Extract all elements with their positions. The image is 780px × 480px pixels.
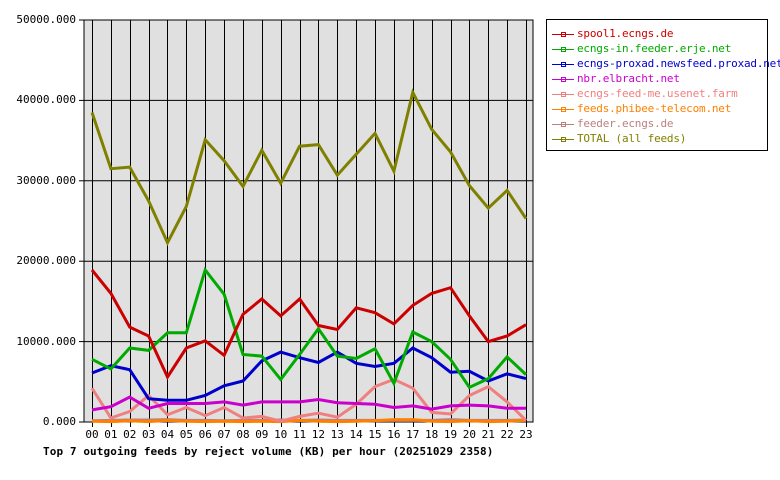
legend-label: ecngs-feed-me.usenet.farm	[577, 87, 738, 100]
x-tick-label: 12	[311, 428, 326, 441]
legend-line-marker-icon	[552, 104, 574, 114]
x-tick-label: 10	[274, 428, 288, 441]
legend: spool1.ecngs.de ecngs-in.feeder.erje.net e…	[546, 19, 780, 151]
x-tick-label: 21	[481, 428, 495, 441]
legend-label: feeder.ecngs.de	[577, 117, 674, 130]
legend-line-marker-icon	[552, 119, 574, 129]
legend-line-marker-icon	[552, 74, 574, 84]
legend-item: ecngs-in.feeder.erje.net	[552, 41, 767, 56]
y-tick-label: 30000.000	[16, 173, 76, 187]
x-tick-label: 09	[255, 428, 269, 441]
legend-item: ecngs-feed-me.usenet.farm	[552, 86, 767, 101]
x-tick-label: 06	[198, 428, 212, 441]
x-tick-label: 17	[406, 428, 420, 441]
x-tick-label: 23	[519, 428, 533, 441]
x-tick-label: 20	[462, 428, 477, 441]
legend-line-marker-icon	[552, 29, 574, 39]
legend-line-marker-icon	[552, 134, 574, 144]
x-tick-label: 05	[179, 428, 193, 441]
x-tick-label: 04	[160, 428, 175, 441]
legend-item: feeds.phibee-telecom.net	[552, 101, 767, 116]
x-tick-label: 22	[500, 428, 514, 441]
x-tick-label: 15	[368, 428, 382, 441]
legend-line-marker-icon	[552, 59, 574, 69]
legend-label: ecngs-in.feeder.erje.net	[577, 42, 732, 55]
series-line	[91, 418, 527, 424]
legend-line-marker-icon	[552, 89, 574, 99]
chart-title: Top 7 outgoing feeds by reject volume (K…	[43, 445, 494, 458]
legend-item: TOTAL (all feeds)	[552, 131, 767, 146]
y-tick-label: 40000.000	[16, 93, 76, 107]
legend-item: spool1.ecngs.de	[552, 26, 767, 41]
series-line	[90, 88, 528, 247]
x-tick-label: 00	[85, 428, 99, 441]
legend-label: TOTAL (all feeds)	[577, 132, 687, 145]
x-tick-label: 01	[104, 428, 118, 441]
x-tick-label: 08	[236, 428, 250, 441]
x-tick-label: 18	[425, 428, 439, 441]
x-tick-label: 14	[349, 428, 363, 441]
x-tick-label: 13	[330, 428, 344, 441]
series-line	[91, 266, 528, 390]
legend-label: feeds.phibee-telecom.net	[577, 102, 732, 115]
x-tick-label: 11	[292, 428, 307, 441]
legend-item: feeder.ecngs.de	[552, 116, 767, 131]
y-tick-label: 0.000	[42, 415, 76, 428]
x-tick-label: 02	[123, 428, 137, 441]
x-tick-label: 19	[443, 428, 458, 441]
legend-item: ecngs-proxad.newsfeed.proxad.net	[552, 56, 780, 71]
series-line	[91, 346, 527, 402]
legend-label: nbr.elbracht.net	[577, 72, 680, 85]
legend-label: ecngs-proxad.newsfeed.proxad.net	[577, 57, 780, 70]
legend-label: spool1.ecngs.de	[577, 27, 674, 40]
legend-line-marker-icon	[552, 44, 574, 54]
series-line	[90, 377, 528, 423]
series-lines	[90, 88, 528, 424]
x-tick-label: 07	[217, 428, 231, 441]
legend-item: nbr.elbracht.net	[552, 71, 767, 86]
y-tick-label: 10000.000	[16, 334, 76, 348]
plot-area	[83, 19, 534, 423]
x-tick-label: 03	[141, 428, 156, 441]
series-line	[91, 395, 526, 412]
series-line	[90, 269, 527, 381]
y-tick-label: 20000.000	[16, 254, 76, 268]
x-tick-label: 16	[387, 428, 401, 441]
y-tick-label: 50000.000	[16, 13, 76, 26]
